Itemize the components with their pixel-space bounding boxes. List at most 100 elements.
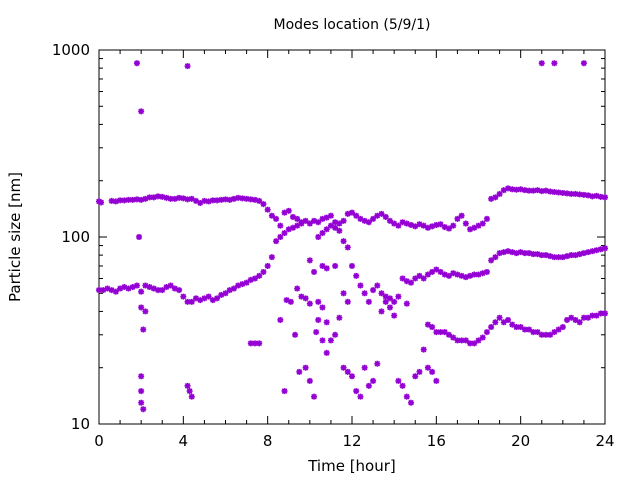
- data-point: [488, 195, 495, 202]
- data-point: [264, 262, 271, 269]
- data-point: [445, 272, 452, 279]
- data-point: [517, 186, 524, 193]
- data-point: [146, 284, 153, 291]
- data-point: [568, 252, 575, 259]
- data-point: [479, 270, 486, 277]
- data-point: [133, 60, 140, 67]
- x-tick-label: 8: [263, 432, 273, 450]
- data-point: [370, 287, 377, 294]
- data-point: [458, 337, 465, 344]
- data-point: [192, 295, 199, 302]
- data-point: [311, 217, 318, 224]
- data-point: [260, 201, 267, 208]
- data-point: [319, 230, 326, 237]
- data-point: [580, 250, 587, 257]
- data-point: [585, 314, 592, 321]
- data-point: [155, 193, 162, 200]
- data-point: [357, 282, 364, 289]
- data-point: [100, 287, 107, 294]
- data-point: [340, 290, 347, 297]
- data-point: [214, 295, 221, 302]
- data-point: [150, 194, 157, 201]
- data-point: [454, 215, 461, 222]
- data-point: [517, 324, 524, 331]
- data-point: [192, 197, 199, 204]
- data-point: [585, 192, 592, 199]
- data-point: [391, 220, 398, 227]
- data-point: [547, 188, 554, 195]
- data-point: [140, 406, 147, 413]
- data-point: [283, 297, 290, 304]
- data-point: [357, 215, 364, 222]
- data-point: [292, 331, 299, 338]
- data-point: [188, 393, 195, 400]
- data-point: [313, 329, 320, 336]
- data-point: [492, 194, 499, 201]
- data-point: [475, 271, 482, 278]
- data-point: [129, 196, 136, 203]
- data-point: [445, 331, 452, 338]
- data-point: [399, 382, 406, 389]
- data-point: [197, 297, 204, 304]
- data-point: [252, 196, 259, 203]
- data-point: [505, 185, 512, 192]
- data-point: [602, 194, 608, 201]
- data-point: [602, 310, 608, 317]
- data-point: [403, 220, 410, 227]
- data-point: [287, 298, 294, 305]
- data-point: [496, 250, 503, 257]
- data-point: [171, 285, 178, 292]
- data-point: [159, 193, 166, 200]
- data-point: [184, 63, 191, 70]
- data-point: [285, 226, 292, 233]
- data-point: [597, 246, 604, 253]
- data-point: [289, 213, 296, 220]
- data-point: [117, 197, 124, 204]
- data-point: [429, 223, 436, 230]
- data-point: [323, 265, 330, 272]
- data-point: [576, 191, 583, 198]
- data-point: [559, 189, 566, 196]
- data-point: [395, 222, 402, 229]
- data-point: [564, 253, 571, 260]
- data-point: [513, 324, 520, 331]
- data-point: [357, 393, 364, 400]
- data-point: [277, 316, 284, 323]
- data-point: [496, 190, 503, 197]
- data-point: [386, 217, 393, 224]
- data-point: [551, 60, 558, 67]
- data-point: [138, 288, 145, 295]
- data-point: [142, 282, 149, 289]
- data-point: [547, 331, 554, 338]
- data-point: [340, 217, 347, 224]
- data-point: [277, 234, 284, 240]
- data-point: [559, 254, 566, 261]
- data-point: [340, 364, 347, 371]
- chart-title: Modes location (5/9/1): [274, 17, 431, 33]
- data-point: [129, 284, 136, 291]
- data-point: [209, 197, 216, 204]
- x-tick-label: 20: [511, 432, 530, 450]
- data-point: [412, 275, 419, 282]
- data-point: [526, 250, 533, 257]
- data-point: [437, 221, 444, 228]
- data-point: [458, 212, 465, 219]
- data-point: [471, 224, 478, 231]
- data-point: [176, 287, 183, 294]
- data-point: [104, 285, 111, 292]
- data-point: [580, 191, 587, 198]
- data-point: [327, 337, 334, 344]
- data-point: [441, 329, 448, 336]
- data-point: [184, 196, 191, 203]
- data-point: [273, 238, 280, 245]
- data-point: [125, 196, 132, 203]
- data-point: [121, 197, 128, 204]
- data-point: [138, 108, 145, 115]
- data-point: [526, 187, 533, 194]
- data-point: [471, 340, 478, 347]
- x-axis-label: Time [hour]: [307, 457, 396, 475]
- data-point: [138, 196, 145, 203]
- data-point: [218, 196, 225, 203]
- data-point: [247, 196, 254, 203]
